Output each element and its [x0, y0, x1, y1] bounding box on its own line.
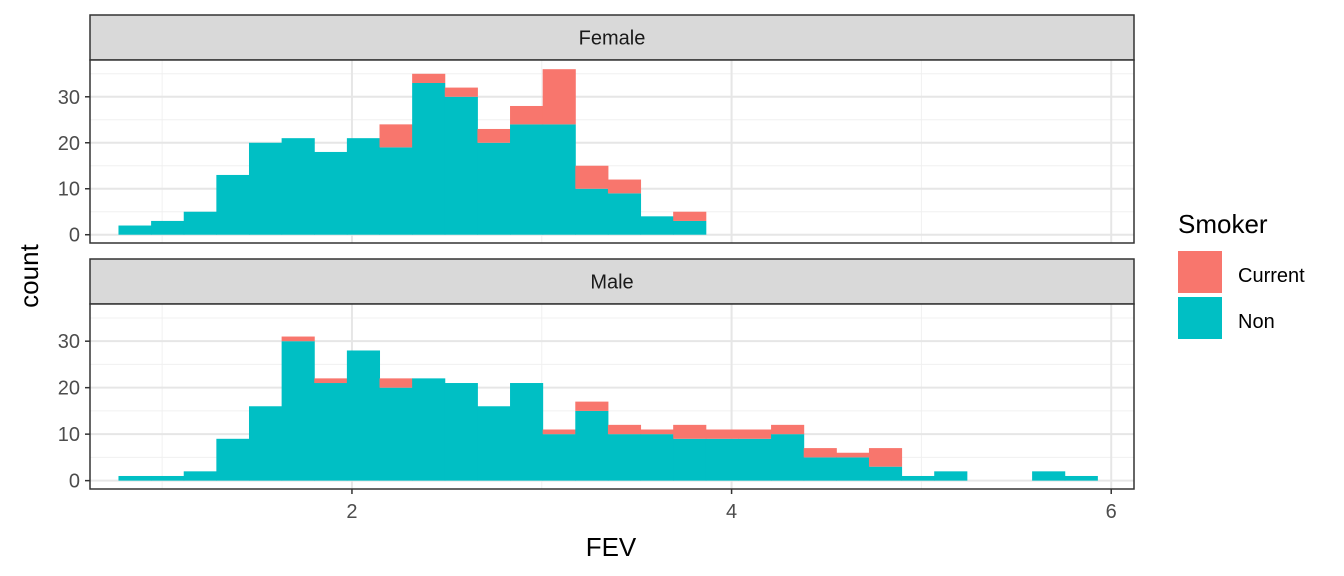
bar-non [118, 475, 152, 481]
bar-non [183, 211, 217, 235]
bar-non [640, 216, 674, 235]
bar-current [575, 165, 609, 189]
legend: Smoker Current Non [1178, 209, 1305, 339]
bar-current [640, 429, 674, 435]
bar-current [607, 424, 642, 435]
bar-current [314, 378, 348, 384]
bar-non [575, 410, 609, 481]
bar-non [477, 406, 511, 481]
bar-non [118, 225, 152, 235]
bar-non [477, 142, 511, 235]
bar-non [314, 151, 348, 235]
bar-non [216, 174, 250, 235]
bar-non [640, 434, 674, 481]
bar-current [575, 401, 609, 411]
legend-key-non [1178, 297, 1222, 339]
bar-non [151, 475, 185, 481]
bar-non [803, 457, 837, 481]
bar-current [510, 105, 544, 125]
bar-current [379, 124, 413, 148]
bar-current [607, 179, 642, 194]
y-tick-label: 20 [58, 133, 80, 155]
facet-strip-label: Male [590, 272, 633, 294]
bar-non [281, 341, 315, 481]
bar-current [412, 73, 446, 83]
x-tick-label: 6 [1106, 501, 1117, 523]
bar-non [673, 438, 707, 481]
bar-non [216, 438, 250, 481]
bar-current [868, 448, 903, 467]
bar-non [836, 457, 870, 481]
bar-current [771, 424, 805, 435]
x-tick-label: 2 [346, 501, 357, 523]
x-axis-title: FEV [586, 532, 637, 562]
bar-non [444, 383, 478, 481]
bar-non [248, 406, 283, 481]
bar-current [673, 211, 707, 221]
bar-current [444, 87, 478, 97]
y-tick-label: 30 [58, 331, 80, 353]
bar-non [607, 193, 642, 235]
bar-non [510, 124, 544, 235]
bar-current [379, 378, 413, 388]
panel-border [89, 303, 1135, 490]
bar-non [444, 96, 478, 235]
panels-layer: Female 0 10 20 30 Male 0 10 20 30 2 4 6 [58, 14, 1135, 523]
bar-current [738, 429, 772, 439]
y-tick-label: 0 [69, 471, 80, 493]
bar-non [542, 434, 576, 481]
bar-non [346, 350, 381, 481]
bar-non [281, 138, 315, 235]
legend-label-non: Non [1238, 311, 1275, 333]
facet-strip-label: Female [579, 28, 646, 50]
bar-non [607, 434, 642, 481]
bar-non [412, 378, 446, 481]
bar-current [803, 448, 837, 458]
bar-non [510, 383, 544, 481]
bar-non [575, 188, 609, 235]
bar-non [771, 434, 805, 481]
panel-border [89, 59, 1135, 244]
y-tick-label: 0 [69, 225, 80, 247]
bar-non [346, 138, 381, 235]
facet-strip [89, 258, 1135, 305]
y-axis-title: count [14, 243, 44, 307]
bar-non [183, 471, 217, 481]
y-tick-label: 10 [58, 424, 80, 446]
bar-current [836, 452, 870, 458]
bar-current [542, 69, 576, 125]
legend-label-current: Current [1238, 265, 1305, 287]
panel-female: Female 0 10 20 30 [58, 14, 1135, 247]
bar-non [1032, 471, 1066, 481]
legend-key-current [1178, 251, 1222, 293]
bar-non [705, 438, 739, 481]
bar-non [314, 383, 348, 481]
bar-non [934, 471, 968, 481]
facet-strip [89, 14, 1135, 61]
bar-current [477, 128, 511, 143]
bar-current [705, 429, 739, 439]
bar-non [868, 466, 903, 481]
legend-title: Smoker [1178, 209, 1268, 239]
x-tick-label: 4 [726, 501, 737, 523]
bar-non [738, 438, 772, 481]
bar-non [248, 142, 283, 235]
bar-non [673, 220, 707, 235]
bar-non [901, 475, 935, 481]
y-tick-label: 10 [58, 179, 80, 201]
bar-non [412, 82, 446, 235]
bar-non [379, 147, 413, 235]
y-tick-label: 30 [58, 87, 80, 109]
bar-non [542, 124, 576, 235]
bar-current [542, 429, 576, 435]
bar-non [1064, 475, 1098, 481]
bar-non [151, 220, 185, 235]
y-tick-label: 20 [58, 378, 80, 400]
bar-current [673, 424, 707, 439]
panel-male: Male 0 10 20 30 2 4 6 [58, 258, 1135, 523]
bar-non [379, 387, 413, 481]
bar-current [281, 336, 315, 342]
